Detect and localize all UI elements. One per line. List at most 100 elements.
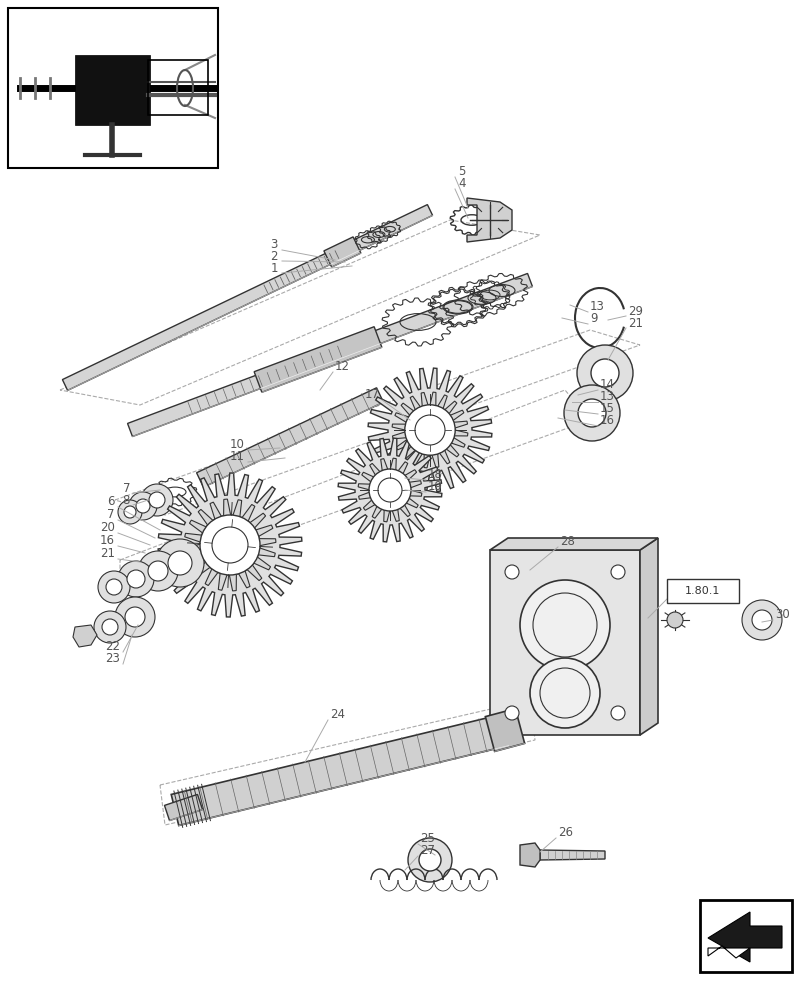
Text: 8: 8 — [123, 494, 130, 507]
Polygon shape — [358, 458, 422, 522]
Polygon shape — [73, 625, 97, 647]
Bar — [8, 8, 218, 168]
Text: 30: 30 — [775, 608, 789, 621]
Circle shape — [564, 385, 620, 441]
Circle shape — [578, 399, 606, 427]
Polygon shape — [467, 198, 512, 242]
Circle shape — [200, 515, 260, 575]
Circle shape — [752, 610, 772, 630]
Polygon shape — [490, 538, 658, 550]
Text: 23: 23 — [105, 652, 120, 665]
Text: 3: 3 — [271, 238, 278, 251]
Circle shape — [138, 551, 178, 591]
Text: 9: 9 — [590, 312, 597, 325]
Polygon shape — [62, 205, 432, 390]
Polygon shape — [255, 327, 382, 392]
Bar — [700, 900, 792, 972]
Text: 7: 7 — [123, 482, 130, 495]
Text: 16: 16 — [600, 414, 615, 427]
Text: 21: 21 — [100, 547, 115, 560]
Circle shape — [98, 571, 130, 603]
Text: 27: 27 — [420, 844, 435, 857]
Text: 14: 14 — [600, 378, 615, 391]
Circle shape — [378, 478, 402, 502]
Polygon shape — [158, 473, 302, 617]
Text: 6: 6 — [107, 495, 115, 508]
Text: 4: 4 — [458, 177, 465, 190]
Circle shape — [168, 551, 192, 575]
Circle shape — [149, 492, 165, 508]
Polygon shape — [338, 438, 442, 542]
Text: 20: 20 — [100, 521, 115, 534]
Circle shape — [530, 658, 600, 728]
Polygon shape — [708, 946, 750, 958]
Circle shape — [141, 484, 173, 516]
Polygon shape — [520, 843, 540, 867]
Circle shape — [611, 706, 625, 720]
Circle shape — [419, 849, 441, 871]
Text: 28: 28 — [560, 535, 574, 548]
Circle shape — [408, 838, 452, 882]
Circle shape — [591, 359, 619, 387]
Circle shape — [124, 506, 136, 518]
Circle shape — [505, 706, 519, 720]
Circle shape — [415, 415, 445, 445]
Text: 7: 7 — [107, 508, 115, 521]
Text: 1: 1 — [271, 262, 278, 275]
Bar — [75, 55, 150, 125]
Text: 25: 25 — [420, 832, 435, 845]
Polygon shape — [392, 392, 468, 468]
Circle shape — [520, 580, 610, 670]
Circle shape — [611, 565, 625, 579]
Circle shape — [148, 561, 168, 581]
Text: 13: 13 — [600, 390, 615, 403]
Text: 19: 19 — [428, 480, 443, 493]
Polygon shape — [708, 912, 782, 962]
Circle shape — [667, 612, 683, 628]
Circle shape — [118, 500, 142, 524]
Bar — [148, 60, 208, 115]
Polygon shape — [640, 538, 658, 735]
Text: 29: 29 — [628, 305, 643, 318]
Text: 16: 16 — [100, 534, 115, 547]
Polygon shape — [324, 237, 361, 267]
Polygon shape — [171, 714, 509, 826]
Polygon shape — [490, 550, 640, 735]
Text: 1.80.1: 1.80.1 — [685, 586, 721, 596]
Circle shape — [115, 597, 155, 637]
Text: 5: 5 — [458, 165, 465, 178]
Circle shape — [94, 611, 126, 643]
Circle shape — [405, 405, 455, 455]
Text: 22: 22 — [105, 640, 120, 653]
FancyBboxPatch shape — [667, 579, 739, 603]
Text: 10: 10 — [230, 438, 245, 451]
Polygon shape — [486, 709, 524, 751]
Circle shape — [505, 565, 519, 579]
Circle shape — [577, 345, 633, 401]
Text: 24: 24 — [330, 708, 345, 721]
Circle shape — [156, 539, 204, 587]
Text: 18: 18 — [428, 468, 443, 481]
Polygon shape — [540, 850, 605, 860]
Text: 12: 12 — [335, 360, 350, 373]
Polygon shape — [196, 388, 384, 487]
Text: 2: 2 — [271, 250, 278, 263]
Text: 11: 11 — [230, 450, 245, 463]
Polygon shape — [184, 499, 276, 591]
Text: 26: 26 — [558, 826, 573, 839]
Circle shape — [212, 527, 248, 563]
Circle shape — [118, 561, 154, 597]
Text: 17: 17 — [365, 388, 380, 401]
Circle shape — [369, 469, 411, 511]
Circle shape — [742, 600, 782, 640]
Polygon shape — [368, 368, 492, 492]
Circle shape — [125, 607, 145, 627]
Circle shape — [106, 579, 122, 595]
Text: 15: 15 — [600, 402, 615, 415]
Circle shape — [102, 619, 118, 635]
Circle shape — [136, 499, 150, 513]
Circle shape — [129, 492, 157, 520]
Polygon shape — [165, 794, 203, 821]
Text: 21: 21 — [628, 317, 643, 330]
Polygon shape — [128, 273, 532, 437]
